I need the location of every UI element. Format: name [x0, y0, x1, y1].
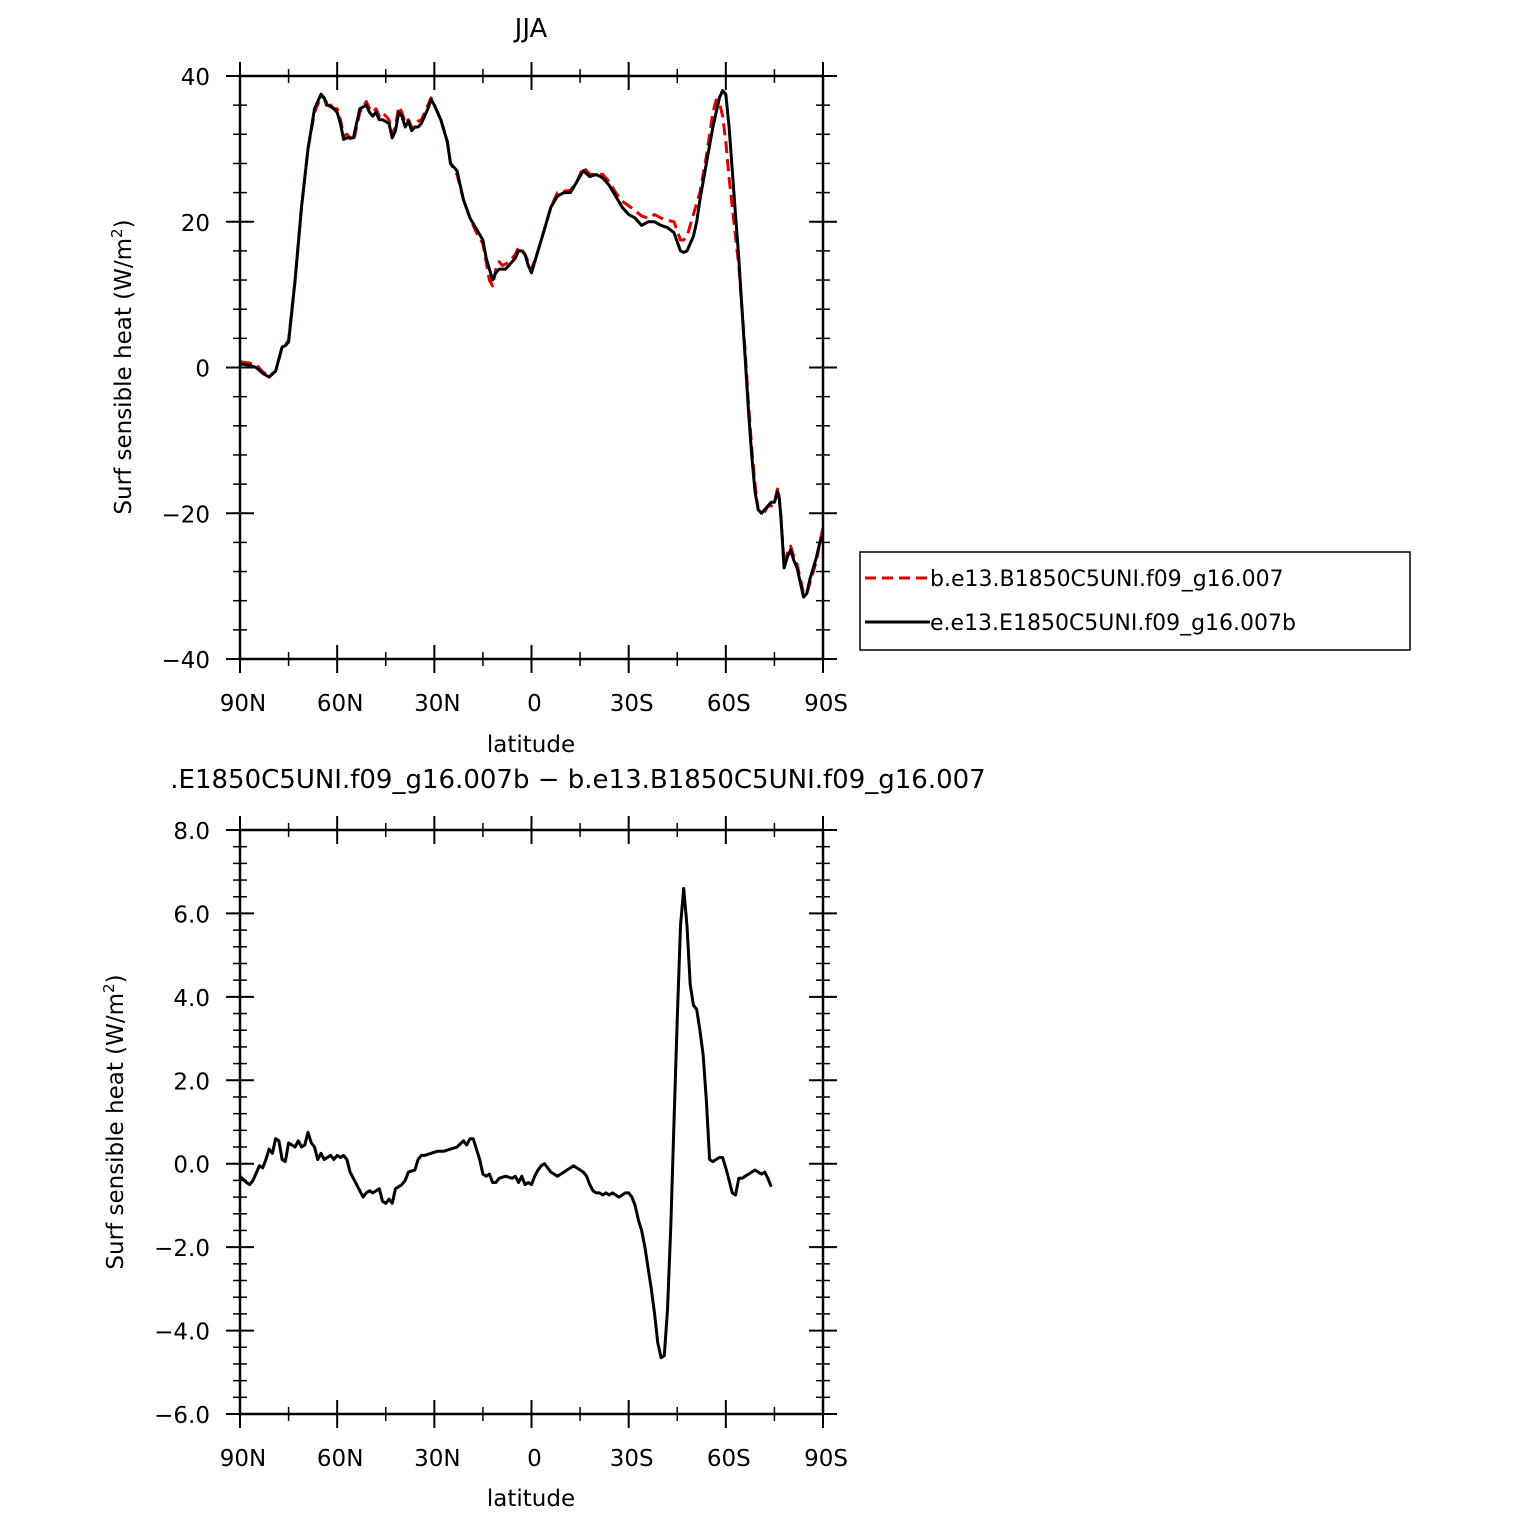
x-tick-label: 90S [804, 691, 848, 717]
series-line-2 [239, 89, 825, 599]
y-tick-label: 20 [181, 211, 210, 237]
bottom-x-axis-label: latitude [487, 1486, 575, 1512]
x-tick-label: 0 [527, 1446, 542, 1472]
x-tick-label: 60S [707, 1446, 751, 1472]
y-tick-label: 0.0 [173, 1153, 210, 1179]
y-tick-label: −40 [161, 648, 210, 674]
x-tick-label: 60N [317, 691, 363, 717]
y-tick-label: 0 [195, 357, 210, 383]
y-tick-label: 8.0 [173, 819, 210, 845]
x-tick-label: 60N [317, 1446, 363, 1472]
y-tick-label: 6.0 [173, 902, 210, 928]
plot-frame [238, 74, 825, 661]
top-y-axis-label: Surf sensible heat (W/m2) [108, 219, 137, 514]
y-tick-label: 4.0 [173, 986, 210, 1012]
legend: b.e13.B1850C5UNI.f09_g16.007 e.e13.E1850… [859, 551, 1411, 651]
x-tick-label: 90S [804, 1446, 848, 1472]
legend-label-2: e.e13.E1850C5UNI.f09_g16.007b [930, 611, 1296, 636]
y-tick-label: −20 [161, 502, 210, 528]
series-line-1 [238, 886, 773, 1360]
legend-box [859, 551, 1411, 651]
bottom-plot-area: 90N 60N 30N 0 30S 60S 90S 8.0 6.0 4.0 2.0 0.0 −2.0 −4… [154, 816, 848, 1472]
bottom-panel: .E1850C5UNI.f09_g16.007b − b.e13.B1850C5… [100, 765, 986, 1512]
legend-label-1: b.e13.B1850C5UNI.f09_g16.007 [930, 567, 1284, 592]
x-tick-label: 30N [414, 691, 460, 717]
y-tick-label: −2.0 [154, 1236, 210, 1262]
x-tick-label: 0 [527, 691, 542, 717]
top-plot-area: 90N 60N 30N 0 30S 60S 90S 40 20 0 −20 −40 [161, 62, 848, 717]
y-tick-label: −4.0 [154, 1320, 210, 1346]
y-tick-label: 40 [181, 65, 210, 91]
x-tick-label: 90N [220, 691, 266, 717]
x-tick-label: 30N [414, 1446, 460, 1472]
y-tick-label: 2.0 [173, 1069, 210, 1095]
y-tick-label: −6.0 [154, 1403, 210, 1429]
x-tick-label: 60S [707, 691, 751, 717]
x-tick-label: 90N [220, 1446, 266, 1472]
top-x-axis-label: latitude [487, 732, 575, 758]
bottom-chart-title: .E1850C5UNI.f09_g16.007b − b.e13.B1850C5… [170, 765, 985, 795]
top-panel: JJA 90N 60N 30N 0 30S 60S 90S 40 20 0 −20 −40 latit… [108, 14, 1411, 758]
x-tick-label: 30S [610, 691, 654, 717]
plot-frame [238, 828, 825, 1416]
bottom-y-axis-label: Surf sensible heat (W/m2) [100, 974, 129, 1269]
x-tick-label: 30S [610, 1446, 654, 1472]
series-line-1 [239, 94, 825, 595]
top-chart-title: JJA [513, 14, 548, 44]
